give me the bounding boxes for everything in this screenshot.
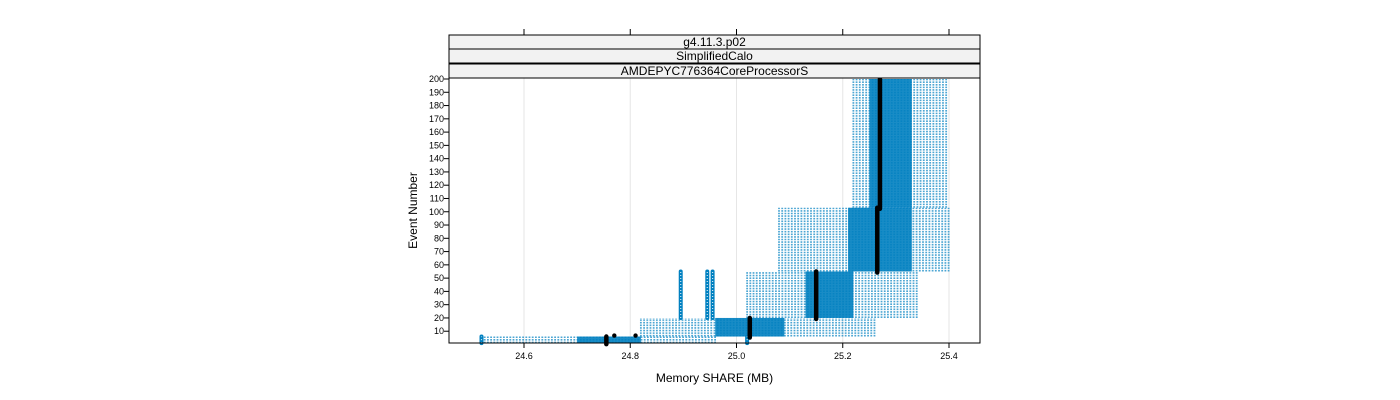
- y-tick-label-0: 10: [434, 326, 444, 336]
- strip-label-3: AMDEPYC776364CoreProcessorS: [621, 64, 808, 78]
- y-tick-label-3: 40: [434, 286, 444, 296]
- y-tick-label-18: 190: [429, 87, 444, 97]
- series-3: [778, 207, 950, 272]
- median-point-0-1: [612, 333, 617, 338]
- y-tick-label-7: 80: [434, 233, 444, 243]
- y-tick-label-6: 70: [434, 247, 444, 257]
- x-tick-label-1: 24.8: [621, 351, 639, 361]
- strip-label-2: SimplifiedCalo: [676, 49, 753, 63]
- median-markers: [604, 76, 883, 347]
- y-tick-label-11: 120: [429, 180, 444, 190]
- dense-points-3: [848, 207, 912, 272]
- y-tick-label-19: 200: [429, 74, 444, 84]
- strip-headers: g4.11.3.p02 SimplifiedCalo AMDEPYC776364…: [448, 34, 981, 79]
- y-tick-label-17: 180: [429, 101, 444, 111]
- y-tick-label-14: 150: [429, 140, 444, 150]
- strip-box-3: [448, 63, 981, 79]
- strip-box-2: [448, 48, 981, 64]
- x-tick-label-4: 25.4: [940, 351, 958, 361]
- series-4: [852, 79, 948, 208]
- y-tick-label-5: 60: [434, 260, 444, 270]
- x-axis-title: Memory SHARE (MB): [656, 371, 773, 385]
- series-0: [480, 336, 716, 344]
- dense-points-4: [869, 79, 912, 208]
- y-tick-label-1: 20: [434, 313, 444, 323]
- median-point-0-2: [633, 333, 638, 338]
- dense-points-2: [805, 271, 854, 318]
- y-axis: 10 20 30 40 50 60 70 80 90 100 110 120 130 140 150 160 1…: [429, 74, 449, 336]
- y-tick-label-2: 30: [434, 300, 444, 310]
- plot-data: [479, 79, 950, 346]
- x-axis: 24.6 24.8 25.0 25.2 25.4: [515, 29, 958, 361]
- x-tick-label-0: 24.6: [515, 351, 533, 361]
- y-tick-label-16: 170: [429, 114, 444, 124]
- x-tick-label-3: 25.2: [834, 351, 852, 361]
- y-tick-label-10: 110: [430, 193, 444, 203]
- dense-points-0: [577, 336, 641, 344]
- y-tick-label-13: 140: [429, 154, 444, 164]
- y-tick-label-4: 50: [434, 273, 444, 283]
- y-tick-label-15: 160: [429, 127, 444, 137]
- y-tick-label-9: 100: [429, 207, 444, 217]
- series-2: [746, 271, 918, 318]
- strip-label-1: g4.11.3.p02: [683, 35, 746, 49]
- y-tick-label-12: 130: [429, 167, 444, 177]
- x-tick-label-2: 25.0: [728, 351, 746, 361]
- y-axis-title: Event Number: [406, 172, 420, 249]
- series-1: [639, 317, 876, 337]
- y-tick-label-8: 90: [434, 220, 444, 230]
